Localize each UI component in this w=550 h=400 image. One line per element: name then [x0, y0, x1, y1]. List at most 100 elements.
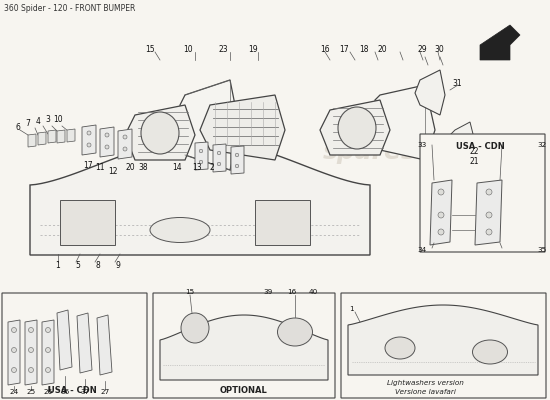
- Text: 23: 23: [218, 46, 228, 54]
- Ellipse shape: [385, 337, 415, 359]
- Text: 29: 29: [417, 46, 427, 54]
- Text: 18: 18: [359, 46, 369, 54]
- Polygon shape: [231, 146, 244, 174]
- Ellipse shape: [199, 149, 203, 153]
- Text: 17: 17: [339, 46, 349, 54]
- Text: 13: 13: [192, 164, 202, 172]
- Text: 10: 10: [53, 114, 63, 124]
- Polygon shape: [67, 129, 75, 142]
- Ellipse shape: [12, 348, 16, 352]
- Polygon shape: [415, 70, 445, 115]
- FancyBboxPatch shape: [341, 293, 546, 398]
- Text: 27: 27: [100, 389, 109, 395]
- Text: 38: 38: [138, 164, 148, 172]
- Ellipse shape: [46, 328, 51, 332]
- Ellipse shape: [438, 189, 444, 195]
- Ellipse shape: [46, 368, 51, 372]
- Polygon shape: [213, 144, 226, 172]
- Polygon shape: [160, 315, 328, 380]
- Text: 35: 35: [537, 247, 547, 253]
- Text: 24: 24: [9, 389, 19, 395]
- Ellipse shape: [141, 112, 179, 154]
- Polygon shape: [320, 100, 390, 155]
- Ellipse shape: [217, 151, 221, 155]
- Text: 40: 40: [309, 289, 318, 295]
- Ellipse shape: [438, 229, 444, 235]
- Polygon shape: [57, 310, 72, 370]
- Text: 16: 16: [287, 289, 296, 295]
- Polygon shape: [118, 129, 132, 159]
- Ellipse shape: [199, 160, 203, 164]
- Text: 15: 15: [145, 46, 155, 54]
- Ellipse shape: [12, 368, 16, 372]
- Text: 360 Spider - 120 - FRONT BUMPER: 360 Spider - 120 - FRONT BUMPER: [4, 4, 135, 13]
- Text: 3: 3: [46, 114, 51, 124]
- Polygon shape: [200, 95, 285, 160]
- Polygon shape: [60, 200, 115, 245]
- Text: spares: spares: [323, 140, 417, 164]
- Ellipse shape: [46, 348, 51, 352]
- Text: 20: 20: [125, 164, 135, 172]
- Polygon shape: [180, 80, 240, 170]
- Text: 31: 31: [452, 80, 462, 88]
- Ellipse shape: [486, 189, 492, 195]
- Polygon shape: [28, 134, 36, 147]
- Text: Lightwashers version: Lightwashers version: [387, 380, 464, 386]
- Polygon shape: [255, 200, 310, 245]
- Ellipse shape: [87, 143, 91, 147]
- Polygon shape: [195, 142, 208, 170]
- Text: 11: 11: [95, 164, 104, 172]
- Ellipse shape: [29, 328, 34, 332]
- Ellipse shape: [472, 340, 508, 364]
- Polygon shape: [82, 125, 96, 155]
- FancyBboxPatch shape: [420, 134, 545, 252]
- Text: 15: 15: [185, 289, 195, 295]
- Polygon shape: [8, 320, 20, 385]
- Ellipse shape: [29, 368, 34, 372]
- Text: 39: 39: [263, 289, 273, 295]
- Text: 37: 37: [80, 389, 90, 395]
- Text: 34: 34: [417, 247, 427, 253]
- Ellipse shape: [105, 145, 109, 149]
- Text: 1: 1: [349, 306, 353, 312]
- FancyBboxPatch shape: [2, 293, 147, 398]
- Text: USA - CDN: USA - CDN: [455, 142, 504, 151]
- Text: 26: 26: [43, 389, 53, 395]
- Text: 5: 5: [75, 262, 80, 270]
- Ellipse shape: [123, 147, 127, 151]
- Text: 1: 1: [56, 262, 60, 270]
- Polygon shape: [430, 180, 452, 245]
- Text: 4: 4: [36, 116, 41, 126]
- Text: 20: 20: [377, 46, 387, 54]
- Text: 2: 2: [210, 162, 215, 172]
- Text: OPTIONAL: OPTIONAL: [220, 386, 268, 395]
- Ellipse shape: [278, 318, 312, 346]
- Text: USA - CDN: USA - CDN: [48, 386, 96, 395]
- Text: 12: 12: [108, 166, 118, 176]
- Ellipse shape: [29, 348, 34, 352]
- Polygon shape: [38, 132, 46, 145]
- Ellipse shape: [486, 212, 492, 218]
- FancyBboxPatch shape: [153, 293, 335, 398]
- Text: 14: 14: [172, 164, 182, 172]
- Polygon shape: [375, 85, 435, 160]
- Text: 17: 17: [83, 160, 93, 170]
- Polygon shape: [42, 320, 54, 385]
- Ellipse shape: [338, 107, 376, 149]
- Text: 33: 33: [417, 142, 427, 148]
- Ellipse shape: [438, 212, 444, 218]
- Ellipse shape: [12, 328, 16, 332]
- Polygon shape: [480, 25, 520, 60]
- Text: 7: 7: [25, 118, 30, 128]
- Text: eurospar: eurospar: [122, 140, 248, 164]
- Ellipse shape: [181, 313, 209, 343]
- Polygon shape: [100, 127, 114, 157]
- Ellipse shape: [150, 218, 210, 242]
- Polygon shape: [25, 320, 37, 385]
- Text: 36: 36: [60, 389, 70, 395]
- Text: 19: 19: [248, 46, 258, 54]
- Ellipse shape: [235, 153, 239, 157]
- Ellipse shape: [486, 229, 492, 235]
- Text: 25: 25: [26, 389, 36, 395]
- Polygon shape: [475, 180, 502, 245]
